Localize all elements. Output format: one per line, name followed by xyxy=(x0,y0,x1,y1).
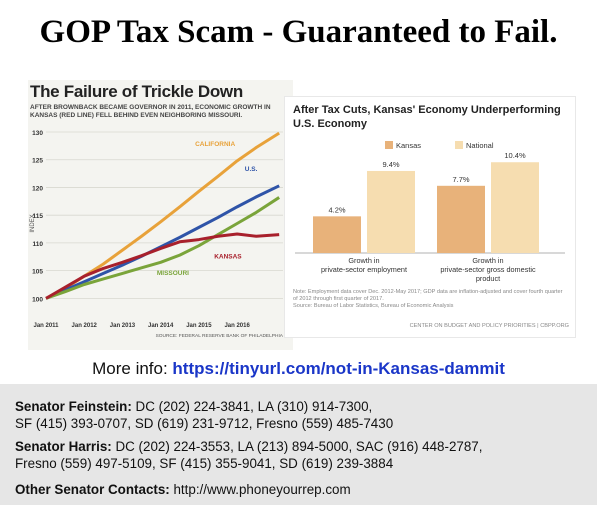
bar-value-label: 9.4% xyxy=(382,160,399,169)
more-info: More info: https://tinyurl.com/not-in-Ka… xyxy=(0,359,597,379)
bar-value-label: 10.4% xyxy=(504,151,526,160)
y-tick-label: 110 xyxy=(33,241,44,248)
left-chart-source: SOURCE: FEDERAL RESERVE BANK OF PHILADEL… xyxy=(156,333,284,339)
bar xyxy=(437,185,485,253)
contacts-panel: Senator Feinstein: DC (202) 224-3841, LA… xyxy=(0,384,597,505)
harris-phones-2: Fresno (559) 497-5109, SF (415) 355-9041… xyxy=(15,456,394,471)
feinstein-label: Senator Feinstein: xyxy=(15,399,132,414)
bar xyxy=(491,162,539,253)
harris-line-1: Senator Harris: DC (202) 224-3553, LA (2… xyxy=(15,438,482,455)
right-chart-title: After Tax Cuts, Kansas' Economy Underper… xyxy=(293,104,561,130)
right-chart-credit: CENTER ON BUDGET AND POLICY PRIORITIES |… xyxy=(409,323,569,329)
x-tick-label: Jan 2016 xyxy=(224,323,250,329)
series-label: CALIFORNIA xyxy=(195,141,235,148)
category-label: product xyxy=(476,274,500,283)
trickle-down-chart: The Failure of Trickle Down AFTER BROWNB… xyxy=(28,80,293,350)
series-label: MISSOURI xyxy=(157,270,189,277)
x-tick-label: Jan 2015 xyxy=(186,323,212,329)
series-label: KANSAS xyxy=(214,253,242,260)
left-chart-subtitle: AFTER BROWNBACK BECAME GOVERNOR IN 2011,… xyxy=(30,104,271,119)
bar xyxy=(313,216,361,253)
category-label: Growth in xyxy=(348,256,379,265)
y-tick-label: 100 xyxy=(32,296,43,303)
x-tick-label: Jan 2011 xyxy=(33,323,59,329)
x-tick-label: Jan 2014 xyxy=(148,323,174,329)
y-tick-label: 120 xyxy=(32,185,43,192)
left-chart-title: The Failure of Trickle Down xyxy=(30,82,243,101)
right-chart-footnote: Note: Employment data cover Dec. 2012-Ma… xyxy=(293,289,567,310)
category-label: Growth in xyxy=(472,256,503,265)
more-info-link[interactable]: https://tinyurl.com/not-in-Kansas-dammit xyxy=(172,359,505,378)
y-tick-label: 130 xyxy=(32,130,43,137)
feinstein-phones-2: SF (415) 393-0707, SD (619) 231-9712, Fr… xyxy=(15,416,394,431)
other-contacts-label: Other Senator Contacts: xyxy=(15,482,170,497)
kansas-bar-chart: After Tax Cuts, Kansas' Economy Underper… xyxy=(284,96,576,338)
right-chart-source: Source: Bureau of Labor Statistics, Bure… xyxy=(293,303,454,309)
other-contacts-line: Other Senator Contacts: http://www.phone… xyxy=(15,481,351,498)
y-tick-label: 105 xyxy=(32,269,43,276)
y-axis-label: INDEX xyxy=(30,214,36,232)
more-info-prefix: More info: xyxy=(92,359,173,378)
bar-value-label: 7.7% xyxy=(452,175,469,184)
x-tick-label: Jan 2012 xyxy=(72,323,98,329)
series-line-missouri xyxy=(45,196,280,300)
feinstein-line-1: Senator Feinstein: DC (202) 224-3841, LA… xyxy=(15,398,372,415)
series-line-kansas xyxy=(45,232,280,300)
bar xyxy=(367,170,415,253)
right-chart-note: Note: Employment data cover Dec. 2012-Ma… xyxy=(293,289,563,302)
line-chart-svg: 100 105 110 115 120 125 130 Jan 2011 Jan 2012 Jan… xyxy=(30,130,284,339)
series-line-us xyxy=(45,184,280,300)
bar-value-label: 4.2% xyxy=(328,205,345,214)
category-label: private-sector employment xyxy=(321,265,407,274)
y-tick-label: 125 xyxy=(32,158,43,165)
page-title: GOP Tax Scam - Guaranteed to Fail. xyxy=(39,14,558,50)
series-label: U.S. xyxy=(245,166,258,173)
legend-label: National xyxy=(466,141,494,150)
legend-swatch xyxy=(455,141,463,149)
x-tick-label: Jan 2013 xyxy=(110,323,136,329)
feinstein-phones-1: DC (202) 224-3841, LA (310) 914-7300, xyxy=(131,399,373,414)
harris-phones-1: DC (202) 224-3553, LA (213) 894-5000, SA… xyxy=(111,439,483,454)
harris-label: Senator Harris: xyxy=(15,439,112,454)
category-label: private-sector gross domestic xyxy=(440,265,536,274)
legend-swatch xyxy=(385,141,393,149)
other-contacts-link[interactable]: http://www.phoneyourrep.com xyxy=(169,482,351,497)
y-tick-label: 115 xyxy=(33,213,44,220)
legend-label: Kansas xyxy=(396,141,421,150)
